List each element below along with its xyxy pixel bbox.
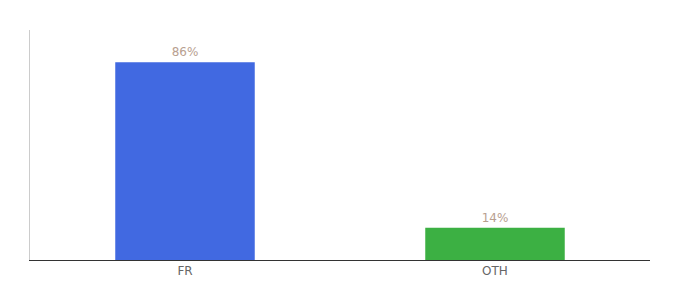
svg-text:OTH: OTH (482, 264, 508, 278)
svg-text:86%: 86% (172, 45, 199, 59)
svg-text:FR: FR (177, 264, 192, 278)
svg-text:14%: 14% (482, 211, 509, 225)
